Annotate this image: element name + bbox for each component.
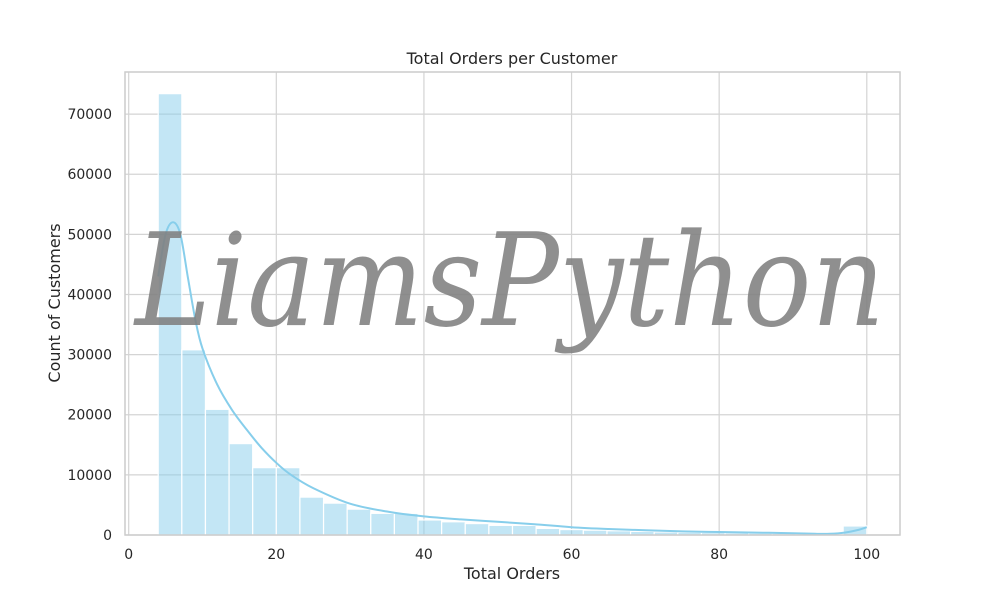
- x-tick-label: 0: [124, 547, 133, 563]
- grid-layer: [125, 72, 900, 536]
- y-tick-label: 60000: [67, 167, 112, 183]
- histogram-bar: [322, 502, 348, 536]
- kde-layer: [157, 221, 868, 535]
- histogram-bar: [488, 524, 514, 536]
- histogram-bar: [441, 521, 466, 536]
- x-tick-label: 40: [415, 547, 433, 563]
- kde-curve: [157, 221, 868, 535]
- histogram-bar: [299, 496, 325, 536]
- y-tick-labels: 0 10000 20000 30000 40000 50000 60000 70000: [67, 107, 112, 544]
- x-tick-label: 100: [853, 547, 880, 563]
- y-tick-label: 70000: [67, 107, 112, 123]
- x-tick-label: 60: [563, 547, 581, 563]
- watermark-text: LiamsPython: [133, 207, 885, 356]
- y-tick-label: 50000: [67, 227, 112, 243]
- x-tick-label: 20: [267, 547, 285, 563]
- x-axis-label: Total Orders: [463, 564, 560, 583]
- histogram-bar: [393, 512, 419, 536]
- histogram-bar: [370, 512, 396, 536]
- y-tick-label: 30000: [67, 348, 112, 364]
- histogram-bar: [535, 527, 561, 536]
- y-axis-label: Count of Customers: [45, 223, 64, 382]
- histogram-bar: [181, 349, 207, 536]
- y-tick-label: 10000: [67, 468, 112, 484]
- histogram-bar: [559, 528, 584, 536]
- histogram-bar: [204, 408, 230, 536]
- y-tick-label: 20000: [67, 408, 112, 424]
- histogram-bar: [228, 443, 254, 536]
- y-tick-label: 0: [103, 528, 112, 544]
- x-tick-label: 80: [710, 547, 728, 563]
- x-tick-labels: 0 20 40 60 80 100: [124, 547, 880, 563]
- histogram-bar: [346, 508, 372, 536]
- histogram-bar: [511, 524, 537, 536]
- y-tick-label: 40000: [67, 287, 112, 303]
- chart-title: Total Orders per Customer: [406, 49, 618, 68]
- histogram-bar: [417, 519, 443, 536]
- histogram-bar: [252, 467, 277, 536]
- histogram-bar: [464, 522, 490, 536]
- plot-frame: [124, 71, 901, 536]
